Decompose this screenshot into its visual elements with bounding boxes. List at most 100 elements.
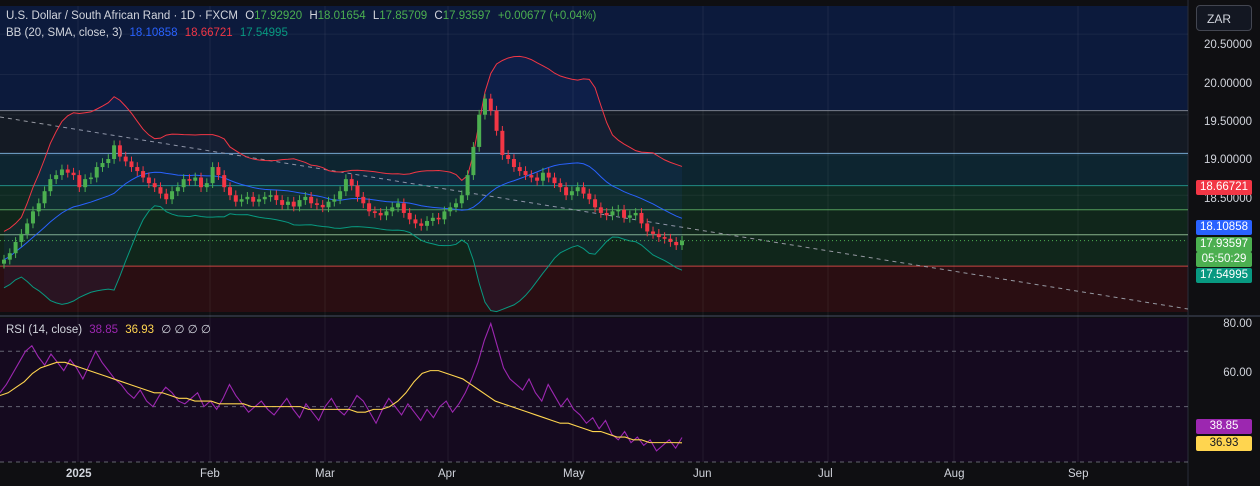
rsi-legend[interactable]: RSI (14, close) 38.85 36.93 ∅ ∅ ∅ ∅ (6, 322, 215, 336)
candle (193, 172, 198, 186)
candle-body (112, 145, 117, 159)
candle (425, 216, 430, 231)
candle-body (59, 169, 64, 176)
candle (135, 162, 140, 176)
candle-body (511, 159, 516, 168)
candle (639, 208, 644, 229)
time-axis-label: Mar (315, 468, 335, 480)
candle (511, 154, 516, 172)
candle-body (587, 193, 592, 200)
currency-button[interactable]: ZAR (1196, 5, 1252, 31)
candle (181, 174, 186, 193)
zone (0, 209, 1188, 267)
candle-body (30, 211, 35, 224)
candle-body (413, 219, 418, 224)
candle-body (401, 203, 406, 213)
candle (146, 172, 151, 188)
bb-lower-tag: 17.54995 (1196, 268, 1252, 283)
candle-body (575, 187, 580, 192)
candle (656, 229, 661, 242)
rsi-label: RSI (14, close) (6, 324, 83, 336)
time-axis-label: May (563, 468, 585, 480)
candle-body (71, 172, 76, 176)
rsi-axis-label: 80.00 (1223, 318, 1252, 330)
candle (309, 192, 314, 209)
candle (164, 188, 169, 205)
candle-body (465, 175, 470, 196)
rsi-pane (0, 318, 1188, 462)
bb-label: BB (20, SMA, close, 3) (6, 27, 123, 39)
bb-fill (4, 56, 682, 312)
candle-body (7, 253, 12, 260)
candle (204, 178, 209, 193)
candle (83, 174, 88, 193)
change-value: +0.00677 (+0.04%) (497, 10, 597, 22)
bb-legend[interactable]: BB (20, SMA, close, 3) 18.10858 18.66721… (6, 27, 292, 39)
ohlc-o: O17.92920 (245, 10, 302, 22)
candle (141, 166, 146, 183)
candle (256, 194, 261, 207)
candle-body (668, 238, 673, 242)
candle-body (141, 171, 146, 178)
bb-lower-line (3, 205, 683, 313)
candle-body (36, 203, 41, 212)
candle (396, 198, 401, 213)
candle (575, 182, 580, 197)
bb-upper-line (3, 55, 683, 232)
candle-body (430, 217, 435, 222)
candle-body (94, 167, 99, 178)
candle-body (367, 203, 372, 212)
candle-body (540, 172, 545, 181)
candle (48, 174, 53, 197)
candle (303, 192, 308, 205)
candle (25, 218, 30, 239)
candle (488, 93, 493, 116)
candle (175, 182, 180, 197)
candle-body (274, 195, 279, 201)
candle-body (569, 191, 574, 196)
candle (546, 167, 551, 183)
candle (372, 206, 377, 218)
candle-body (396, 203, 401, 208)
candle-body (210, 167, 215, 184)
candle-body (506, 154, 511, 159)
candle (222, 170, 227, 193)
candle (268, 190, 273, 202)
candle-body (384, 211, 389, 216)
candle-body (187, 179, 192, 181)
candle (413, 214, 418, 229)
candle-body (390, 207, 395, 212)
candle (482, 93, 487, 120)
candle-body (135, 167, 140, 172)
candle-body (419, 223, 424, 226)
candle-body (633, 212, 638, 216)
candle (285, 196, 290, 210)
candle-body (280, 200, 285, 205)
candle (59, 164, 64, 180)
candle-body (129, 161, 134, 168)
price-axis-label: 19.50000 (1204, 116, 1252, 128)
candle-body (442, 211, 447, 220)
candle (419, 218, 424, 231)
candle (297, 195, 302, 212)
candle-body (656, 233, 661, 238)
candle (616, 204, 621, 217)
candle-body (523, 171, 528, 176)
candle (280, 195, 285, 210)
time-axis-label: Sep (1068, 468, 1089, 480)
candle (117, 140, 122, 162)
candle (199, 172, 204, 193)
candle-body (268, 195, 273, 197)
candle (2, 254, 6, 269)
candle-body (256, 199, 261, 202)
candle (332, 194, 337, 207)
candle (13, 237, 18, 259)
candle-body (291, 201, 296, 207)
rsi-ma-line (0, 361, 683, 444)
candle-body (2, 259, 6, 264)
candle-body (48, 179, 53, 192)
candle (587, 188, 592, 205)
zone-top (0, 6, 1188, 111)
